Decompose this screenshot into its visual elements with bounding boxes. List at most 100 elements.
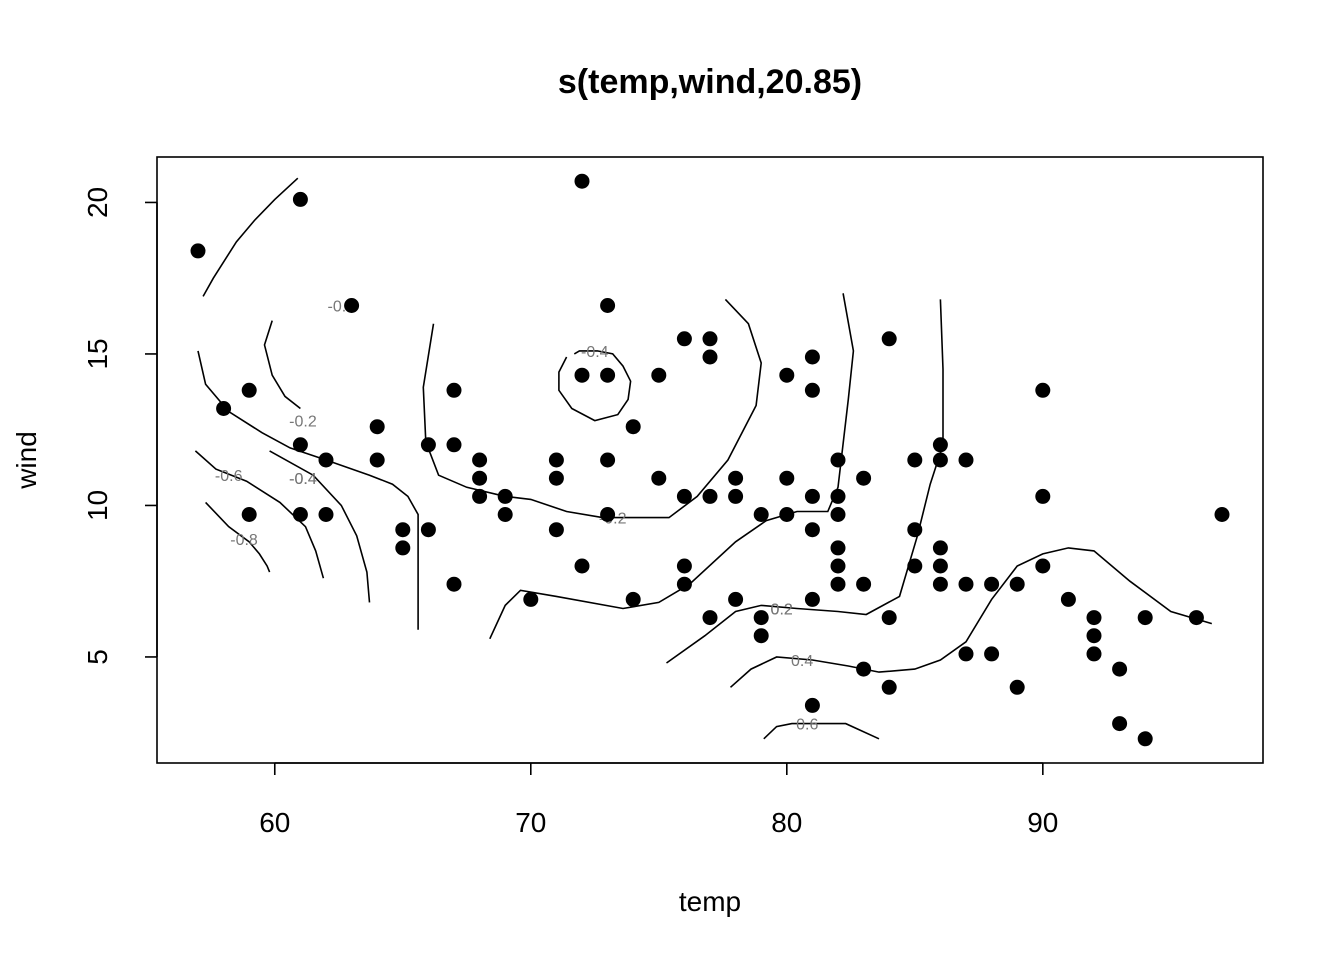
data-point — [932, 437, 948, 453]
data-point — [907, 452, 923, 468]
contour-lines: -0.8-0.6-0.4-0.4-0.2-0.2-0.2-0.40.20.20.… — [194, 177, 1213, 740]
contour-line — [263, 320, 301, 410]
y-axis: 5 10 15 20 — [82, 187, 158, 665]
contour-line — [489, 293, 855, 640]
data-point — [651, 470, 667, 486]
data-point — [1009, 576, 1025, 592]
contour-line — [205, 501, 271, 573]
data-point — [804, 488, 820, 504]
data-point — [369, 419, 385, 435]
contour-line — [269, 450, 371, 603]
contour-line — [194, 450, 325, 579]
data-point — [881, 331, 897, 347]
data-point — [753, 628, 769, 644]
data-point — [830, 507, 846, 522]
data-point — [574, 173, 590, 189]
data-point — [651, 367, 667, 383]
data-point — [216, 401, 232, 416]
data-point — [1112, 716, 1128, 732]
data-point — [932, 558, 948, 574]
data-point — [728, 591, 744, 607]
data-point — [548, 470, 564, 486]
data-point — [1035, 382, 1051, 398]
data-point — [420, 437, 436, 453]
data-point — [1035, 488, 1051, 504]
data-point — [804, 349, 820, 365]
data-point — [804, 522, 820, 538]
data-point — [676, 488, 692, 504]
chart-title: s(temp,wind,20.85) — [558, 63, 862, 101]
data-point — [600, 367, 616, 383]
data-point — [1137, 731, 1153, 747]
data-point — [1009, 679, 1025, 695]
data-point — [318, 452, 334, 468]
y-tick-label: 5 — [82, 649, 113, 665]
data-point — [446, 382, 462, 398]
contour-label: -0.4 — [289, 471, 317, 488]
data-point — [497, 507, 513, 522]
data-point — [241, 382, 257, 398]
data-point — [804, 697, 820, 713]
data-point — [804, 591, 820, 607]
y-axis-label: wind — [11, 431, 42, 490]
data-point — [702, 331, 718, 347]
data-point — [830, 540, 846, 556]
contour-line — [729, 547, 1213, 688]
contour-label: -0.4 — [581, 344, 609, 361]
contour-label: -0.6 — [215, 468, 243, 485]
data-point — [728, 488, 744, 504]
data-point — [1060, 591, 1076, 607]
data-point — [881, 679, 897, 695]
data-point — [830, 576, 846, 592]
data-point — [292, 507, 308, 522]
data-point — [472, 488, 488, 504]
data-point — [1214, 507, 1230, 522]
data-point — [600, 507, 616, 522]
data-point — [830, 452, 846, 468]
data-point — [625, 591, 641, 607]
data-point — [676, 576, 692, 592]
data-point — [676, 331, 692, 347]
contour-label: 0.4 — [791, 653, 813, 670]
data-point — [779, 507, 795, 522]
data-point — [856, 470, 872, 486]
data-point — [1137, 610, 1153, 626]
data-point — [804, 382, 820, 398]
data-point — [830, 488, 846, 504]
contour-label: -0.4 — [289, 471, 317, 488]
data-point — [881, 610, 897, 626]
data-point — [241, 507, 257, 522]
data-points — [190, 173, 1230, 747]
data-point — [958, 646, 974, 662]
contour-line — [197, 350, 419, 630]
data-point — [779, 367, 795, 383]
data-point — [600, 298, 616, 313]
data-point — [292, 437, 308, 453]
data-point — [1086, 628, 1102, 644]
data-point — [856, 661, 872, 677]
data-point — [1035, 558, 1051, 574]
x-tick-label: 60 — [259, 807, 290, 838]
contour-label: 0.2 — [771, 601, 793, 618]
data-point — [779, 470, 795, 486]
data-point — [932, 576, 948, 592]
y-tick-label: 15 — [82, 338, 113, 369]
contour-label: 0.2 — [771, 601, 793, 618]
data-point — [1086, 610, 1102, 626]
data-point — [830, 558, 846, 574]
contour-label: 0.6 — [796, 717, 818, 734]
data-point — [1112, 661, 1128, 677]
data-point — [984, 576, 1000, 592]
data-point — [446, 576, 462, 592]
data-point — [318, 507, 334, 522]
data-point — [420, 522, 436, 538]
contour-line — [202, 177, 299, 297]
data-point — [1086, 646, 1102, 662]
data-point — [446, 437, 462, 453]
data-point — [574, 367, 590, 383]
x-tick-label: 80 — [771, 807, 802, 838]
data-point — [523, 591, 539, 607]
y-tick-label: 10 — [82, 490, 113, 521]
data-point — [702, 610, 718, 626]
